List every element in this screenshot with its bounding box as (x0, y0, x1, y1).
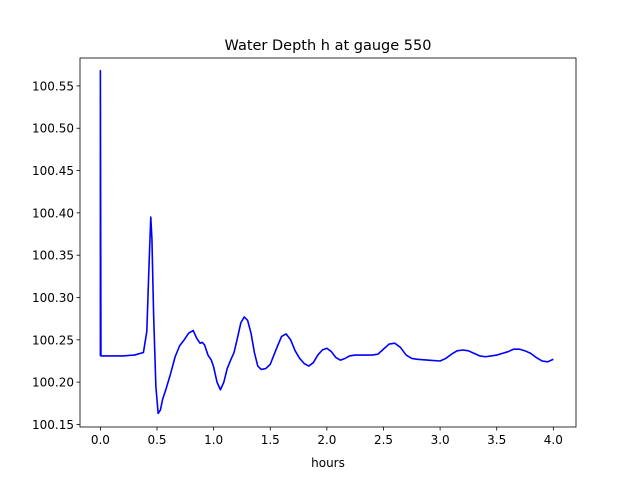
x-tick-label: 2.5 (374, 433, 393, 447)
x-axis-label: hours (311, 456, 345, 470)
y-tick-label: 100.15 (32, 418, 74, 432)
y-tick-label: 100.35 (32, 249, 74, 263)
y-tick-label: 100.20 (32, 376, 74, 390)
x-tick-label: 4.0 (544, 433, 563, 447)
chart-title: Water Depth h at gauge 550 (225, 38, 432, 54)
y-tick-label: 100.25 (32, 333, 74, 347)
x-tick-label: 0.5 (147, 433, 166, 447)
x-tick-label: 1.5 (261, 433, 280, 447)
series-layer (99, 69, 554, 415)
y-tick-label: 100.30 (32, 291, 74, 305)
y-tick-label: 100.50 (32, 122, 74, 136)
x-tick-label: 3.0 (431, 433, 450, 447)
x-tick-label: 3.5 (487, 433, 506, 447)
y-tick-label: 100.40 (32, 206, 74, 220)
y-tick-label: 100.55 (32, 79, 74, 93)
series-line (99, 69, 554, 415)
x-axis-ticks: 0.0 0.5 1.0 1.5 2.0 2.5 3.0 3.5 4.0 (91, 427, 563, 447)
plot-area-frame (79, 57, 577, 428)
x-tick-label: 1.0 (204, 433, 223, 447)
y-axis-ticks: 100.15 100.20 100.25 100.30 100.35 100.40 100.… (32, 79, 80, 432)
y-tick-label: 100.45 (32, 164, 74, 178)
x-tick-label: 0.0 (91, 433, 110, 447)
x-tick-label: 2.0 (317, 433, 336, 447)
